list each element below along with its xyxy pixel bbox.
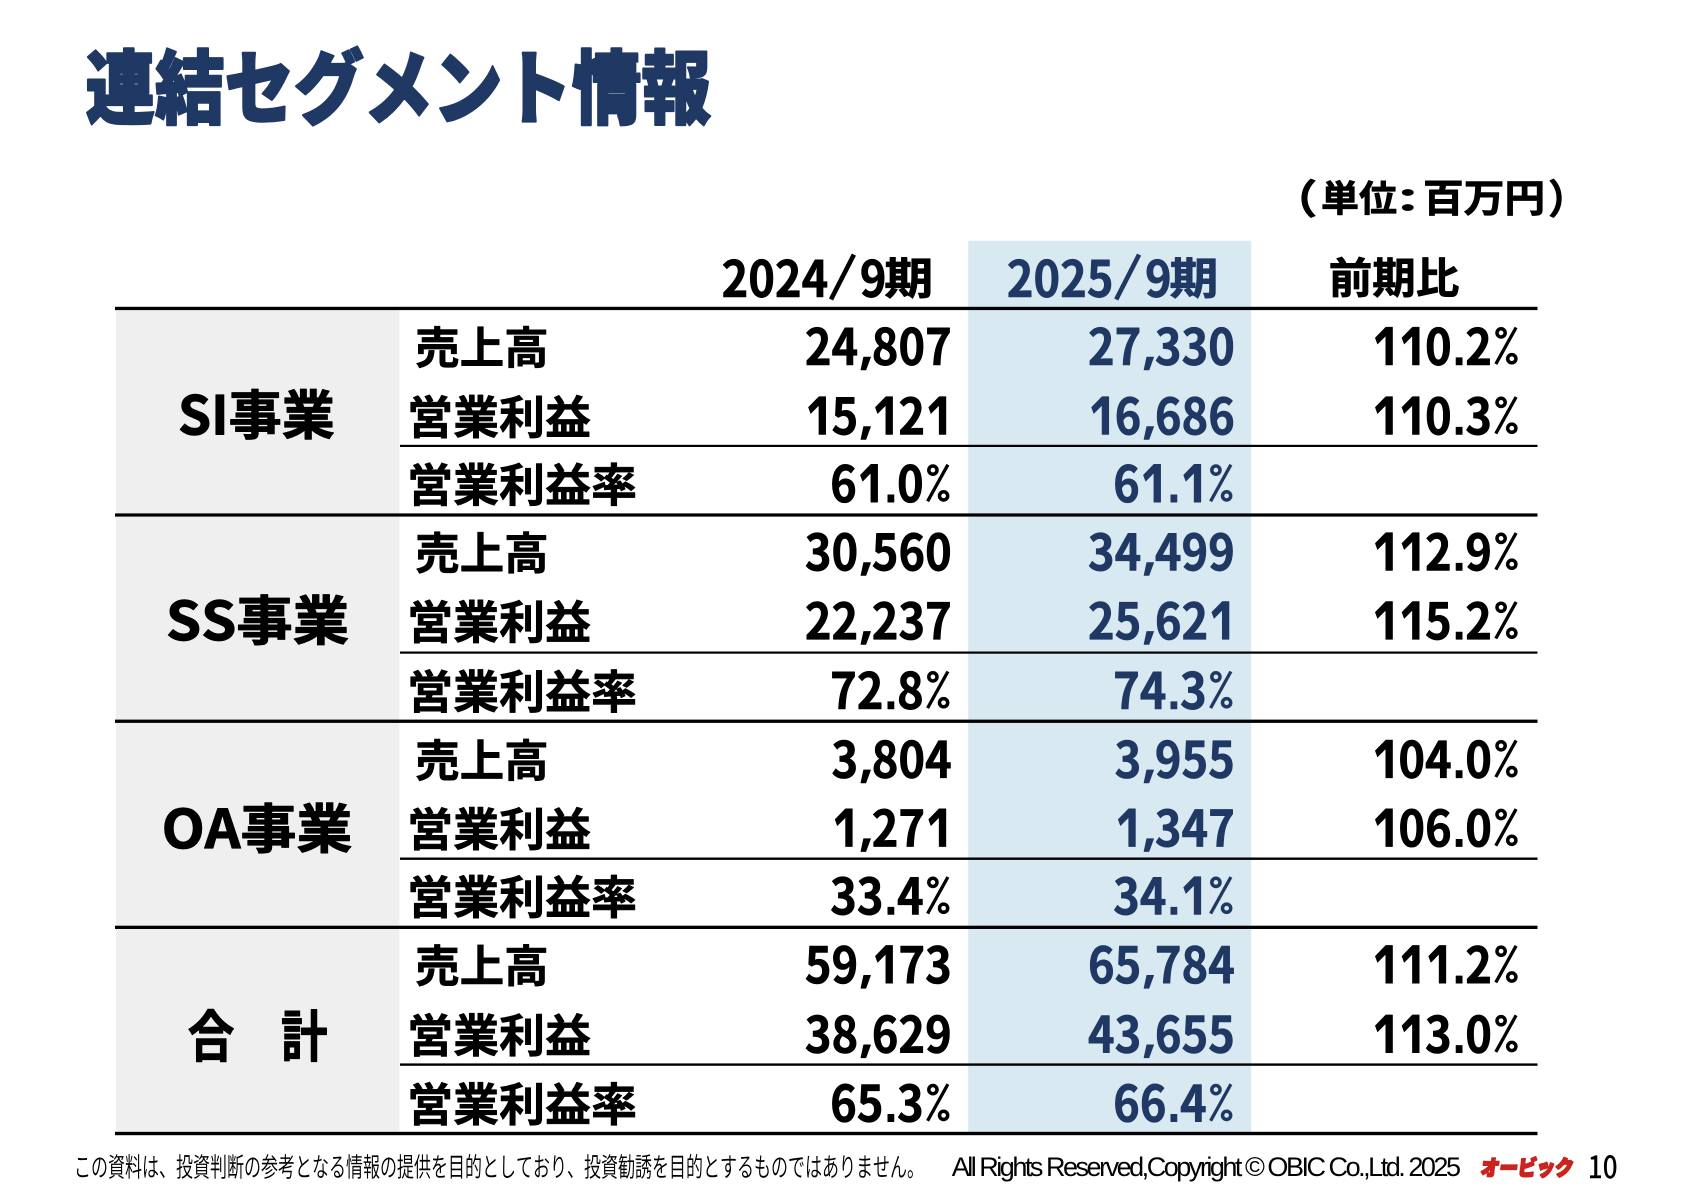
svg-text:All Rights Reserved,Copyright: All Rights Reserved,Copyright © OBIC Co.… [952,1152,1461,1182]
